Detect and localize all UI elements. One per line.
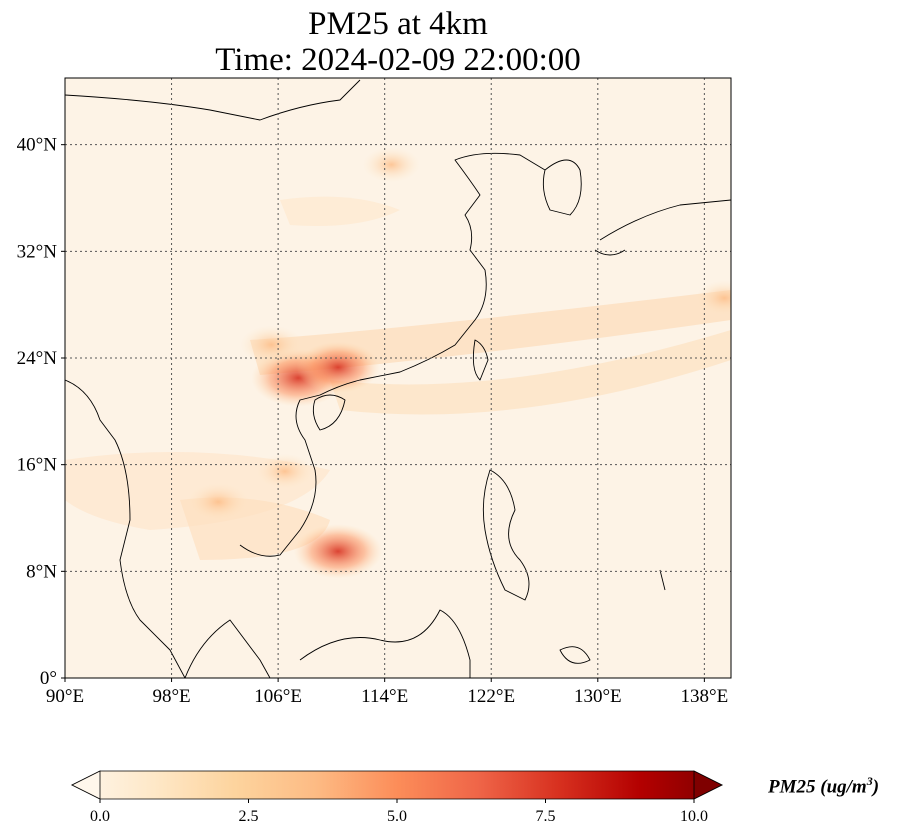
colorbar-ticks: 0.0 2.5 5.0 7.5 10.0	[90, 799, 708, 825]
pm25-hotspot-1	[296, 341, 380, 393]
x-tick-label: 106°E	[254, 686, 302, 707]
x-tick-label: 122°E	[467, 686, 515, 707]
map-timestamp: Time: 2024-02-09 22:00:00	[215, 42, 581, 78]
plume-band-east	[330, 330, 731, 415]
coast-korea	[542, 159, 582, 216]
coast-philippines	[482, 469, 530, 601]
colorbar: 0.0 2.5 5.0 7.5 10.0	[71, 770, 723, 825]
coast-north-border	[65, 79, 361, 121]
colorbar-tick-label: 5.0	[387, 808, 407, 825]
coast-hainan	[312, 394, 346, 431]
colorbar-extend-max	[693, 770, 723, 800]
colorbar-tick-label: 10.0	[680, 808, 708, 825]
coast-taiwan	[472, 339, 489, 381]
y-tick-label: 0°	[40, 668, 57, 689]
x-tick-label: 98°E	[152, 686, 190, 707]
hotspot-group	[186, 147, 731, 579]
y-tick-label: 8°N	[26, 561, 57, 582]
y-tick-label: 24°N	[17, 348, 58, 369]
coast-china-vietnam	[239, 152, 546, 557]
map-panel	[64, 77, 732, 679]
pm25-hotspot-5	[362, 147, 420, 183]
x-tick-label: 130°E	[574, 686, 622, 707]
x-tick-label: 138°E	[681, 686, 729, 707]
colorbar-tick-label: 7.5	[536, 808, 556, 825]
y-axis: 0° 8°N 16°N 24°N 32°N 40°N	[17, 135, 65, 689]
colorbar-tick-label: 2.5	[239, 808, 259, 825]
pm25-hotspot-6	[256, 453, 314, 489]
x-tick-label: 90°E	[46, 686, 84, 707]
y-tick-label: 40°N	[17, 135, 58, 156]
pm25-hotspot-3	[186, 482, 250, 522]
plume-band-northchina	[280, 196, 400, 226]
x-tick-label: 114°E	[361, 686, 408, 707]
colorbar-extend-min	[71, 770, 101, 800]
map-frame	[64, 77, 732, 679]
pm25-hotspot-2	[240, 325, 303, 364]
pm25-hotspot-4	[293, 524, 383, 579]
gridlines	[65, 78, 731, 678]
coast-indonesia-east	[559, 569, 666, 664]
coastlines	[65, 79, 731, 678]
x-axis: 90°E 98°E 106°E 114°E 122°E 130°E 138°E	[46, 678, 728, 707]
coast-malaysia	[184, 619, 271, 678]
colorbar-tick-label: 0.0	[90, 808, 110, 825]
colorbar-bar	[71, 770, 723, 800]
pm25-field	[65, 147, 731, 579]
coast-borneo	[299, 609, 471, 678]
coast-myanmar-malay	[65, 379, 186, 678]
map-title: PM25 at 4km	[308, 6, 488, 42]
coast-japan	[594, 199, 731, 256]
colorbar-label: PM25 (ug/m3)	[768, 774, 880, 798]
y-tick-label: 16°N	[17, 455, 58, 476]
y-tick-label: 32°N	[17, 241, 58, 262]
